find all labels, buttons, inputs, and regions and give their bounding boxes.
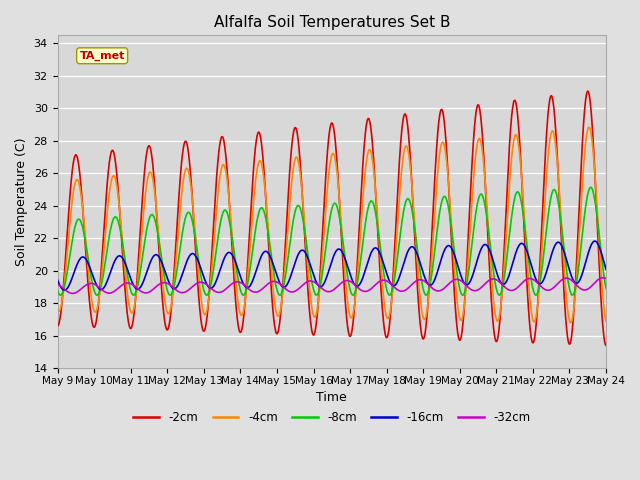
Title: Alfalfa Soil Temperatures Set B: Alfalfa Soil Temperatures Set B <box>214 15 450 30</box>
Legend: -2cm, -4cm, -8cm, -16cm, -32cm: -2cm, -4cm, -8cm, -16cm, -32cm <box>129 407 535 429</box>
X-axis label: Time: Time <box>316 391 347 404</box>
Text: TA_met: TA_met <box>79 50 125 61</box>
Y-axis label: Soil Temperature (C): Soil Temperature (C) <box>15 137 28 266</box>
